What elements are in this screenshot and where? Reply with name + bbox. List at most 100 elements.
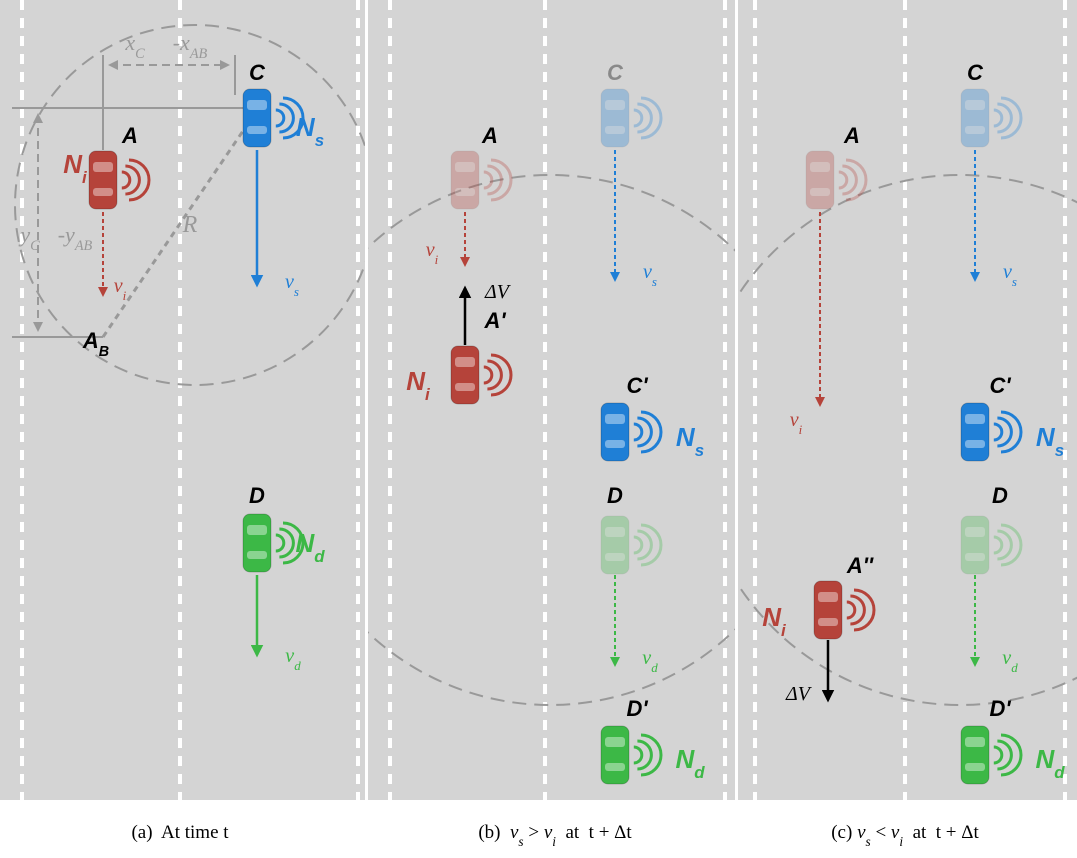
- label-sub: d: [1011, 660, 1018, 675]
- car-window: [247, 551, 267, 559]
- car-window: [455, 188, 475, 196]
- label-main: N: [675, 744, 695, 774]
- label-sub: s: [652, 274, 657, 289]
- label-main: ΔV: [785, 683, 813, 705]
- car-window: [247, 126, 267, 134]
- label: C: [967, 60, 984, 85]
- label: A: [121, 123, 138, 148]
- label-main: v: [1002, 647, 1011, 669]
- car-window: [455, 357, 475, 367]
- car-body: [601, 403, 629, 461]
- car-window: [965, 100, 985, 110]
- figure: CNsANiRvivsABDNdvdxC-xAByC-yAB(a) At tim…: [0, 0, 1077, 858]
- label: A: [843, 123, 860, 148]
- label-main: v: [114, 275, 123, 297]
- car-window: [605, 414, 625, 424]
- label-sub: s: [294, 284, 299, 299]
- car-body: [601, 516, 629, 574]
- car-window: [965, 737, 985, 747]
- label-main: C': [989, 373, 1011, 398]
- label-main: N: [762, 602, 782, 632]
- label-main: v: [426, 239, 435, 261]
- car-body: [961, 403, 989, 461]
- label: C': [989, 373, 1011, 398]
- label-main: v: [1003, 261, 1012, 283]
- label: C': [626, 373, 648, 398]
- label-main: v: [790, 409, 799, 431]
- label: A: [481, 123, 498, 148]
- road-a: [0, 0, 375, 800]
- label-sub: i: [435, 252, 439, 267]
- car-window: [605, 440, 625, 448]
- label-sub: d: [294, 658, 301, 673]
- label: A'': [846, 553, 874, 578]
- car-body: [806, 151, 834, 209]
- label-sub: B: [99, 344, 109, 360]
- car-window: [965, 440, 985, 448]
- car-window: [605, 737, 625, 747]
- caption-run: (a) At time t: [131, 822, 229, 843]
- car-body: [451, 346, 479, 404]
- label-sub: d: [314, 547, 325, 566]
- car-window: [605, 763, 625, 771]
- label-main: ΔV: [484, 281, 512, 303]
- car-window: [810, 188, 830, 196]
- label-main: -y: [58, 222, 75, 247]
- label: A': [483, 308, 506, 333]
- label: ΔV: [484, 281, 512, 303]
- label-main: N: [63, 149, 83, 179]
- label-sub: i: [82, 168, 87, 187]
- car-window: [965, 553, 985, 561]
- car-window: [93, 162, 113, 172]
- car-window: [455, 383, 475, 391]
- caption-run: <: [871, 822, 891, 843]
- caption: (c) vs < vi at t + Δt: [831, 822, 979, 849]
- car-window: [965, 527, 985, 537]
- label: R: [182, 212, 198, 238]
- label: C: [249, 60, 266, 85]
- car-body: [89, 151, 117, 209]
- caption-run: (b): [478, 822, 510, 843]
- label-main: C': [626, 373, 648, 398]
- label-main: v: [643, 261, 652, 283]
- label-main: x: [124, 30, 135, 55]
- label: ΔV: [785, 683, 813, 705]
- caption: (a) At time t: [131, 822, 229, 843]
- label-main: N: [406, 366, 426, 396]
- label-sub: d: [1054, 763, 1065, 782]
- car-body: [961, 516, 989, 574]
- label-main: R: [182, 212, 198, 238]
- label-main: D': [626, 696, 648, 721]
- car-body: [243, 514, 271, 572]
- car-body: [814, 581, 842, 639]
- car-window: [455, 162, 475, 172]
- car-body: [961, 726, 989, 784]
- label-sub: AB: [74, 238, 93, 254]
- caption: (b) vs > vi at t + Δt: [478, 822, 632, 849]
- label-sub: s: [695, 441, 704, 460]
- label-main: A: [481, 123, 498, 148]
- label: D: [992, 483, 1008, 508]
- car-window: [247, 100, 267, 110]
- label-main: D: [249, 483, 265, 508]
- car-body: [243, 89, 271, 147]
- label-main: C: [967, 60, 984, 85]
- label-main: A': [483, 308, 506, 333]
- car-window: [605, 100, 625, 110]
- label-main: A: [843, 123, 860, 148]
- label-sub: AB: [189, 46, 208, 62]
- car-window: [965, 763, 985, 771]
- label-main: A: [82, 328, 99, 353]
- label-main: v: [642, 647, 651, 669]
- label-main: N: [296, 112, 316, 142]
- car-window: [605, 553, 625, 561]
- car-window: [605, 126, 625, 134]
- label-main: N: [295, 528, 315, 558]
- label: D: [607, 483, 623, 508]
- label-main: D': [989, 696, 1011, 721]
- car-body: [601, 726, 629, 784]
- label: D: [249, 483, 265, 508]
- label-sub: C: [30, 238, 40, 254]
- label-main: D: [992, 483, 1008, 508]
- label-sub: d: [651, 660, 658, 675]
